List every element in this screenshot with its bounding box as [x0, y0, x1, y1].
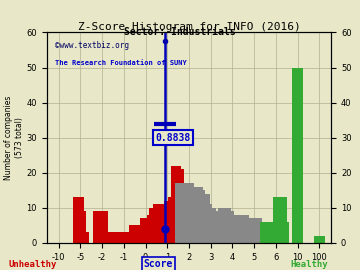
Bar: [266, 225, 277, 243]
Bar: [149, 208, 160, 243]
Bar: [190, 187, 201, 243]
Bar: [10, 222, 21, 243]
Bar: [264, 222, 275, 243]
Text: Score: Score: [144, 259, 173, 269]
Bar: [273, 197, 284, 243]
Bar: [199, 194, 210, 243]
Bar: [236, 218, 247, 243]
Bar: [229, 215, 240, 243]
Bar: [194, 190, 205, 243]
Bar: [108, 232, 118, 243]
Bar: [166, 201, 177, 243]
Bar: [140, 218, 151, 243]
Bar: [164, 201, 175, 243]
Bar: [270, 225, 281, 243]
Bar: [158, 211, 168, 243]
Bar: [153, 204, 164, 243]
Bar: [184, 183, 194, 243]
Bar: [227, 215, 238, 243]
Bar: [255, 222, 266, 243]
Bar: [247, 218, 257, 243]
Bar: [240, 218, 251, 243]
Text: Sector: Industrials: Sector: Industrials: [124, 27, 236, 37]
Bar: [75, 211, 86, 243]
Bar: [175, 183, 186, 243]
Bar: [212, 215, 222, 243]
Bar: [216, 215, 227, 243]
Bar: [220, 208, 231, 243]
Bar: [197, 194, 207, 243]
Text: 0.8838: 0.8838: [155, 133, 190, 143]
Bar: [207, 211, 218, 243]
Bar: [203, 208, 214, 243]
Bar: [205, 208, 216, 243]
Bar: [93, 211, 104, 243]
Bar: [210, 211, 220, 243]
Bar: [249, 218, 260, 243]
Bar: [271, 225, 282, 243]
Bar: [73, 197, 84, 243]
Bar: [201, 204, 212, 243]
Bar: [181, 187, 192, 243]
Bar: [271, 225, 282, 243]
Bar: [314, 236, 325, 243]
Bar: [218, 208, 229, 243]
Bar: [97, 211, 108, 243]
Bar: [177, 183, 188, 243]
Bar: [21, 225, 32, 243]
Bar: [293, 155, 303, 243]
Bar: [231, 218, 242, 243]
Bar: [78, 232, 90, 243]
Bar: [253, 222, 264, 243]
Bar: [234, 215, 244, 243]
Bar: [244, 218, 255, 243]
Bar: [151, 208, 162, 243]
Bar: [262, 222, 273, 243]
Bar: [168, 197, 179, 243]
Bar: [156, 211, 166, 243]
Bar: [186, 187, 197, 243]
Bar: [268, 225, 279, 243]
Bar: [292, 68, 303, 243]
Bar: [279, 222, 289, 243]
Bar: [173, 169, 184, 243]
Bar: [192, 187, 203, 243]
Text: Unhealthy: Unhealthy: [8, 260, 57, 269]
Bar: [142, 225, 153, 243]
Bar: [160, 208, 171, 243]
Bar: [118, 232, 129, 243]
Bar: [222, 211, 234, 243]
Bar: [162, 204, 173, 243]
Bar: [129, 225, 140, 243]
Bar: [276, 197, 287, 243]
Y-axis label: Number of companies
(573 total): Number of companies (573 total): [4, 96, 24, 180]
Bar: [238, 215, 249, 243]
Bar: [144, 218, 156, 243]
Bar: [214, 215, 225, 243]
Bar: [147, 215, 158, 243]
Text: Healthy: Healthy: [291, 260, 328, 269]
Bar: [225, 215, 236, 243]
Bar: [251, 218, 262, 243]
Bar: [171, 166, 181, 243]
Bar: [257, 222, 268, 243]
Bar: [179, 183, 190, 243]
Text: The Research Foundation of SUNY: The Research Foundation of SUNY: [55, 60, 187, 66]
Bar: [292, 131, 303, 243]
Bar: [188, 190, 199, 243]
Text: ©www.textbiz.org: ©www.textbiz.org: [55, 41, 129, 50]
Title: Z-Score Histogram for INFO (2016): Z-Score Histogram for INFO (2016): [78, 22, 300, 32]
Bar: [242, 218, 253, 243]
Bar: [260, 222, 270, 243]
